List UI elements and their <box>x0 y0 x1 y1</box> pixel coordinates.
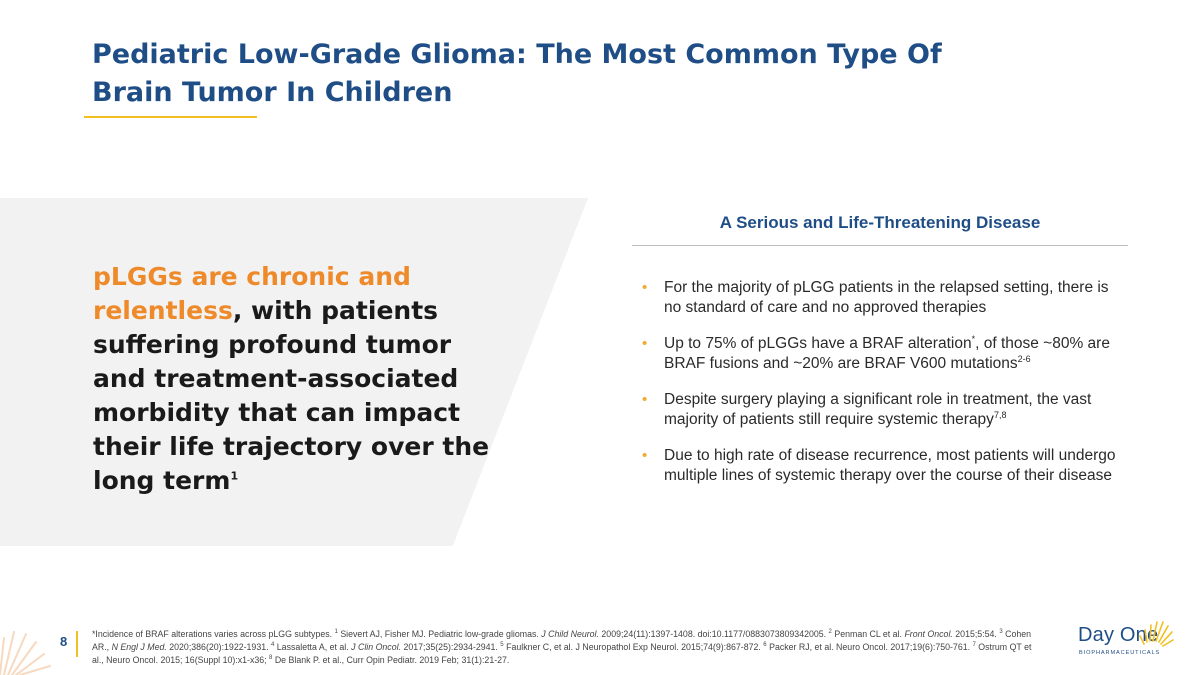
footnote-ref: 2 <box>828 629 832 636</box>
references-footnote: *Incidence of BRAF alterations varies ac… <box>92 628 1032 667</box>
footnote-ref: 6 <box>763 642 767 649</box>
footnote-journal: N Engl J Med. <box>111 642 167 652</box>
lede-text: , with patients suffering profound tumor… <box>93 296 490 495</box>
footnote-text: De Blank P. et al., Curr Opin Pediatr. 2… <box>272 655 510 665</box>
footnote-journal: J Clin Oncol. <box>351 642 401 652</box>
page-number: 8 <box>60 634 68 649</box>
bullet-item: • Despite surgery playing a significant … <box>640 390 1120 430</box>
bullet-text: For the majority of pLGG patients in the… <box>664 279 1109 316</box>
footnote-text: 2017;35(25):2934-2941. <box>401 642 501 652</box>
footnote-ref: 4 <box>271 642 275 649</box>
lede-statement: pLGGs are chronic and relentless, with p… <box>93 260 493 498</box>
lede-reference: 1 <box>230 469 239 483</box>
bullet-list: • For the majority of pLGG patients in t… <box>640 278 1120 502</box>
footnote-journal: J Child Neurol. <box>541 629 599 639</box>
footnote-text: Sievert AJ, Fisher MJ. Pediatric low-gra… <box>337 629 542 639</box>
bullet-dot-icon: • <box>642 335 648 352</box>
footnote-text: 2009;24(11):1397-1408. doi:10.1177/08830… <box>598 629 829 639</box>
footnote-journal: Front Oncol. <box>904 629 953 639</box>
footnote-ref: 7 <box>972 642 976 649</box>
footnote-text: 2015;5:54. <box>952 629 1000 639</box>
company-logo: Day One BIOPHARMACEUTICALS <box>1078 618 1174 662</box>
decorative-rays-icon <box>0 631 51 675</box>
bullet-text: Up to 75% of pLGGs have a BRAF alteratio… <box>664 335 972 352</box>
slide-title: Pediatric Low-Grade Glioma: The Most Com… <box>92 36 992 112</box>
bullet-item: • Up to 75% of pLGGs have a BRAF alterat… <box>640 334 1120 374</box>
page-number-divider <box>76 631 78 657</box>
footnote-text: Packer RJ, et al. Neuro Oncol. 2017;19(6… <box>766 642 973 652</box>
logo-wordmark: Day One <box>1078 624 1159 646</box>
section-heading: A Serious and Life-Threatening Disease <box>719 213 1041 232</box>
footnote-ref: 5 <box>500 642 504 649</box>
footnote-text: Lassaletta A, et al. <box>274 642 352 652</box>
bullet-dot-icon: • <box>642 447 648 464</box>
bullet-text: Due to high rate of disease recurrence, … <box>664 447 1116 484</box>
bullet-item: • For the majority of pLGG patients in t… <box>640 278 1120 318</box>
footnote-ref: 1 <box>334 629 338 636</box>
footnote-text: Faulkner C, et al. J Neuropathol Exp Neu… <box>503 642 764 652</box>
footnote-text: 2020;386(20):1922-1931. <box>166 642 271 652</box>
bullet-reference: 2-6 <box>1017 353 1031 364</box>
footnote-text: Penman CL et al. <box>831 629 905 639</box>
bullet-item: • Due to high rate of disease recurrence… <box>640 446 1120 486</box>
footnote-ref: 3 <box>999 629 1003 636</box>
title-underline <box>84 116 257 118</box>
bullet-text: Despite surgery playing a significant ro… <box>664 391 1092 428</box>
bullet-dot-icon: • <box>642 391 648 408</box>
slide-title-line-2: Brain Tumor In Children <box>92 77 453 108</box>
bullet-reference: 7,8 <box>993 409 1007 420</box>
lede-highlight: pLGGs are chronic and relentless <box>93 262 411 325</box>
sun-rays-icon <box>1139 621 1174 647</box>
footnote-text: Cohen AR., <box>92 629 1032 652</box>
footnote-text: *Incidence of BRAF alterations varies ac… <box>92 629 335 639</box>
bullet-text-cont: , of those ~80% are BRAF fusions and ~20… <box>664 335 1110 372</box>
logo-subtitle: BIOPHARMACEUTICALS <box>1079 650 1161 656</box>
bullet-footnote-mark: * <box>971 333 976 344</box>
footnote-text: Ostrum QT et al., Neuro Oncol. 2015; 16(… <box>92 642 1032 665</box>
bullet-dot-icon: • <box>642 279 648 296</box>
footnote-ref: 8 <box>269 655 273 662</box>
section-divider <box>632 245 1128 246</box>
slide-title-line-1: Pediatric Low-Grade Glioma: The Most Com… <box>92 39 942 70</box>
